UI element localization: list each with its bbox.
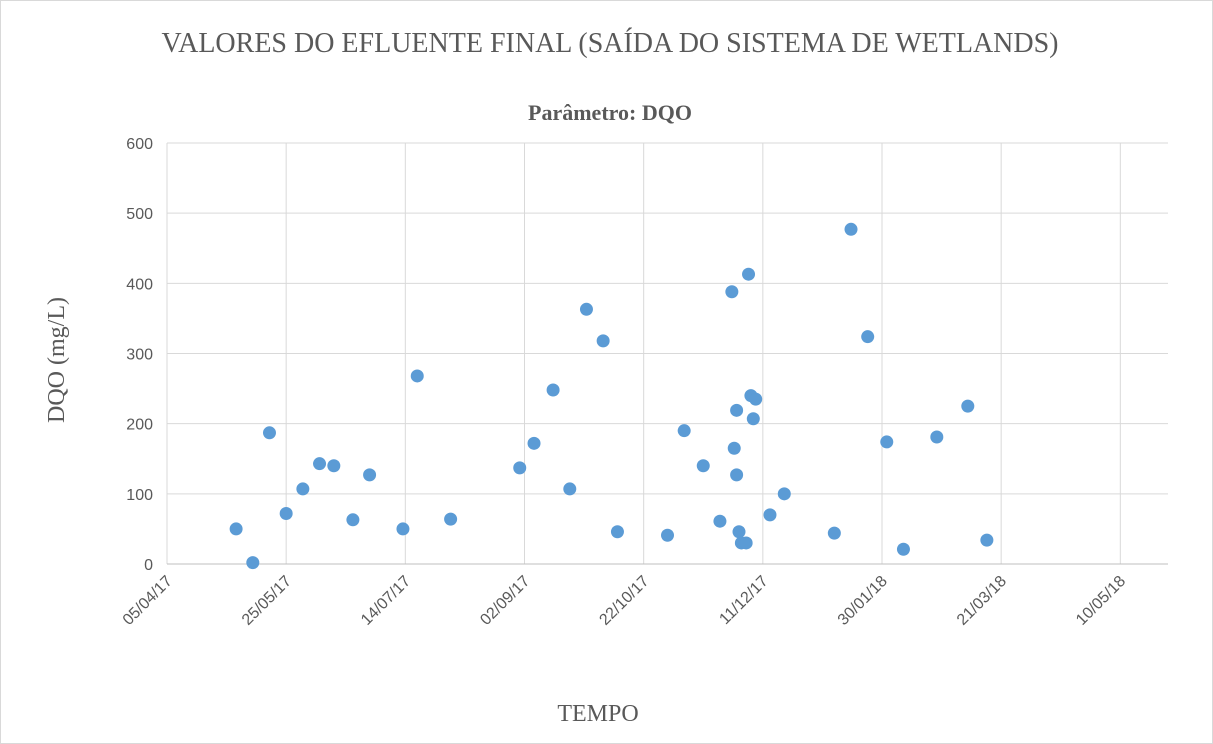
point — [527, 436, 541, 450]
point — [844, 222, 858, 236]
chart-title: VALORES DO EFLUENTE FINAL (SAÍDA DO SIST… — [161, 28, 1058, 59]
y-tick-label: 600 — [126, 136, 153, 153]
point — [827, 526, 841, 540]
point — [246, 556, 260, 570]
point — [279, 506, 293, 520]
y-tick-label: 200 — [126, 417, 153, 434]
point — [742, 267, 756, 281]
y-tick-label: 300 — [126, 347, 153, 364]
point — [896, 542, 910, 556]
point — [677, 424, 691, 438]
point — [229, 522, 243, 536]
y-axis-label: DQO (mg/L) — [44, 297, 70, 423]
point — [661, 528, 674, 542]
point — [730, 403, 744, 417]
y-tick-label: 400 — [126, 276, 153, 293]
point — [327, 459, 341, 473]
point — [739, 536, 753, 550]
point — [725, 285, 739, 299]
point — [980, 533, 994, 547]
point — [410, 369, 424, 383]
point — [713, 514, 727, 528]
point — [880, 435, 894, 449]
y-tick-label: 500 — [126, 206, 153, 223]
point — [513, 461, 527, 475]
point — [732, 525, 746, 539]
point — [861, 330, 875, 344]
point — [696, 459, 710, 473]
point — [730, 468, 744, 482]
point — [313, 457, 327, 471]
point — [262, 426, 276, 440]
point — [763, 508, 777, 522]
point — [346, 513, 360, 527]
y-tick-label: 100 — [126, 487, 153, 504]
x-axis-label: TEMPO — [557, 701, 638, 727]
point — [546, 383, 560, 397]
chart-subtitle: Parâmetro: DQO — [528, 100, 692, 125]
point — [596, 334, 610, 348]
point — [746, 412, 760, 426]
point — [610, 525, 624, 539]
point — [363, 468, 377, 482]
point — [396, 522, 410, 536]
y-tick-label: 0 — [144, 557, 153, 574]
point — [961, 399, 975, 413]
point — [930, 430, 944, 444]
point — [296, 482, 310, 496]
point — [579, 302, 593, 316]
point — [727, 441, 741, 455]
point — [749, 392, 763, 406]
point — [444, 512, 458, 526]
point — [563, 482, 577, 496]
point — [777, 487, 791, 501]
